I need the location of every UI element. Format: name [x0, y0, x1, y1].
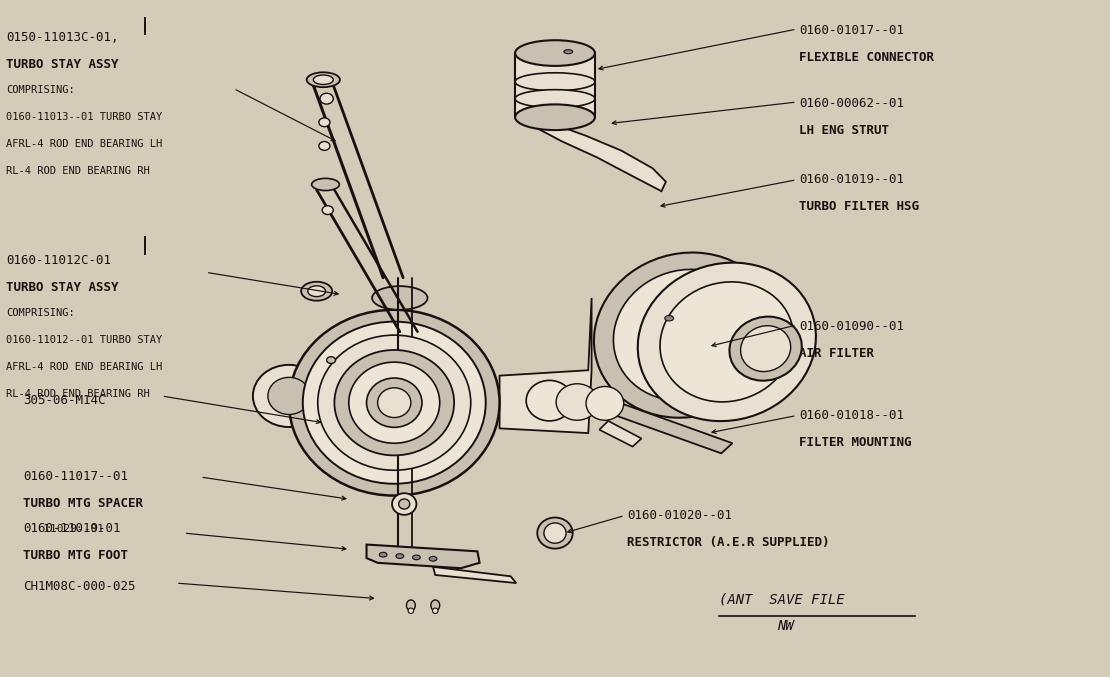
Polygon shape	[599, 421, 642, 447]
Ellipse shape	[537, 517, 573, 548]
Ellipse shape	[638, 263, 816, 421]
Text: AIR FILTER: AIR FILTER	[799, 347, 874, 359]
Text: 0150-11013C-01,: 0150-11013C-01,	[7, 31, 119, 44]
Text: (ANT  SAVE FILE: (ANT SAVE FILE	[719, 592, 845, 607]
Ellipse shape	[349, 362, 440, 443]
Text: 0160-11012--01 TURBO STAY: 0160-11012--01 TURBO STAY	[7, 335, 162, 345]
Ellipse shape	[253, 365, 325, 427]
Ellipse shape	[515, 89, 595, 108]
Text: FILTER MOUNTING: FILTER MOUNTING	[799, 437, 911, 450]
Ellipse shape	[408, 608, 414, 613]
Text: COMPRISING:: COMPRISING:	[7, 85, 75, 95]
Ellipse shape	[594, 253, 778, 418]
Ellipse shape	[366, 378, 422, 427]
Text: 0160-11012C-01: 0160-11012C-01	[7, 254, 111, 267]
Text: TURBO FILTER HSG: TURBO FILTER HSG	[799, 200, 919, 213]
Text: 0160-01017--01: 0160-01017--01	[799, 24, 904, 37]
Text: 0160-01019--01: 0160-01019--01	[799, 173, 904, 186]
Text: RL-4 ROD END BEARING RH: RL-4 ROD END BEARING RH	[7, 167, 150, 176]
Ellipse shape	[317, 335, 471, 471]
Ellipse shape	[377, 388, 411, 418]
Ellipse shape	[406, 600, 415, 611]
Ellipse shape	[380, 552, 387, 557]
Ellipse shape	[544, 523, 566, 543]
Ellipse shape	[665, 315, 674, 321]
Text: 0160-11017--01: 0160-11017--01	[23, 471, 128, 483]
Ellipse shape	[396, 554, 404, 559]
Text: TURBO MTG FOOT: TURBO MTG FOOT	[23, 549, 128, 563]
Ellipse shape	[413, 555, 421, 560]
Ellipse shape	[303, 322, 486, 484]
Text: 11029--01: 11029--01	[23, 524, 104, 534]
Text: 0160-01018--01: 0160-01018--01	[799, 410, 904, 422]
Ellipse shape	[268, 377, 310, 414]
Text: COMPRISING:: COMPRISING:	[7, 308, 75, 318]
Ellipse shape	[334, 350, 454, 456]
Ellipse shape	[431, 600, 440, 611]
Text: 305-06-M14C: 305-06-M14C	[23, 394, 105, 407]
Ellipse shape	[433, 608, 438, 613]
Ellipse shape	[372, 286, 427, 310]
Ellipse shape	[301, 282, 332, 301]
Ellipse shape	[515, 73, 595, 91]
Text: TURBO STAY ASSY: TURBO STAY ASSY	[7, 58, 119, 71]
Ellipse shape	[526, 380, 573, 421]
Text: LH ENG STRUT: LH ENG STRUT	[799, 124, 889, 137]
Ellipse shape	[392, 494, 416, 515]
Text: 0160-11019-01: 0160-11019-01	[23, 522, 120, 536]
Text: CH1M08C-000-025: CH1M08C-000-025	[23, 580, 135, 593]
Ellipse shape	[398, 499, 410, 509]
Ellipse shape	[307, 286, 325, 297]
Ellipse shape	[740, 326, 790, 372]
Polygon shape	[528, 117, 666, 191]
Ellipse shape	[430, 556, 437, 561]
Text: AFRL-4 ROD END BEARING LH: AFRL-4 ROD END BEARING LH	[7, 362, 162, 372]
Text: RL-4 ROD END BEARING RH: RL-4 ROD END BEARING RH	[7, 389, 150, 399]
Ellipse shape	[319, 141, 330, 150]
Ellipse shape	[614, 269, 758, 401]
Ellipse shape	[320, 93, 333, 104]
Text: NW: NW	[777, 619, 794, 634]
Text: 0160-11013--01 TURBO STAY: 0160-11013--01 TURBO STAY	[7, 112, 162, 122]
Ellipse shape	[586, 387, 624, 420]
Ellipse shape	[729, 317, 801, 380]
Ellipse shape	[515, 104, 595, 130]
Ellipse shape	[564, 49, 573, 53]
Text: RESTRICTOR (A.E.R SUPPLIED): RESTRICTOR (A.E.R SUPPLIED)	[627, 536, 829, 549]
Ellipse shape	[319, 118, 330, 127]
Text: TURBO MTG SPACER: TURBO MTG SPACER	[23, 498, 143, 510]
Text: AFRL-4 ROD END BEARING LH: AFRL-4 ROD END BEARING LH	[7, 139, 162, 149]
Text: FLEXIBLE CONNECTOR: FLEXIBLE CONNECTOR	[799, 51, 934, 64]
Ellipse shape	[289, 310, 500, 496]
Polygon shape	[366, 544, 480, 568]
Polygon shape	[500, 298, 592, 433]
Ellipse shape	[312, 178, 340, 190]
Text: 0160-01020--01: 0160-01020--01	[627, 508, 733, 522]
Ellipse shape	[556, 384, 598, 420]
Text: TURBO STAY ASSY: TURBO STAY ASSY	[7, 281, 119, 294]
Ellipse shape	[313, 75, 333, 85]
Polygon shape	[608, 403, 733, 454]
Ellipse shape	[306, 72, 340, 87]
Text: 0160-00062--01: 0160-00062--01	[799, 97, 904, 110]
Ellipse shape	[326, 357, 335, 364]
Polygon shape	[433, 567, 516, 583]
Text: 0160-01090--01: 0160-01090--01	[799, 320, 904, 332]
Ellipse shape	[660, 282, 794, 402]
Ellipse shape	[322, 206, 333, 215]
Ellipse shape	[515, 40, 595, 66]
